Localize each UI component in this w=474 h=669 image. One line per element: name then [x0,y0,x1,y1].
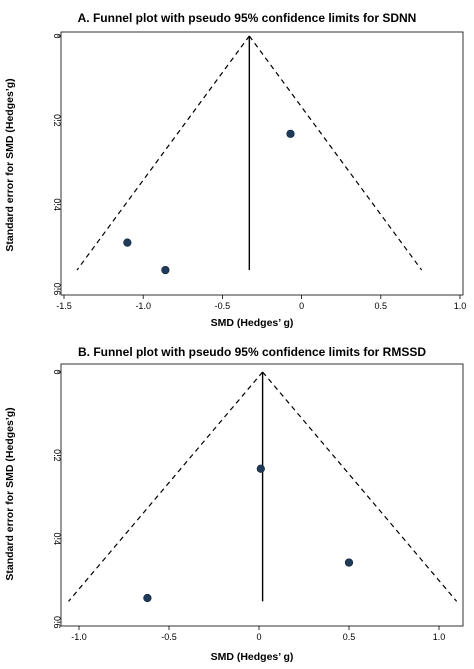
funnel-plot-sdnn-svg: A. Funnel plot with pseudo 95% confidenc… [4,11,467,329]
funnel-plot-sdnn: A. Funnel plot with pseudo 95% confidenc… [0,0,474,334]
x-tick-label: -1.0 [71,632,87,642]
plot-frame [60,363,464,627]
y-tick-label: 0.6 [52,283,62,296]
y-tick-label: 0.4 [52,198,62,211]
x-tick-label: 0 [299,301,304,311]
y-tick-label: 0.4 [52,533,62,546]
study-point [123,238,132,247]
y-tick-label: 0.6 [52,616,62,629]
y-tick-label: 0 [52,33,62,38]
chart-title: A. Funnel plot with pseudo 95% confidenc… [78,11,417,25]
x-tick-label: -1.5 [56,301,72,311]
study-point [256,464,265,473]
y-tick-label: 0 [52,369,62,374]
plot-area: -1.5 -1.0 -0.5 0 0.5 1.0 0 0.2 0.4 0.6 [52,31,467,311]
plot-area: -1.0 -0.5 0 0.5 1.0 0 0.2 0.4 0.6 [52,363,464,642]
chart-title: B. Funnel plot with pseudo 95% confidenc… [78,345,426,359]
x-tick-label: -1.0 [135,301,151,311]
study-point [286,129,295,138]
x-tick-label: 1.0 [454,301,467,311]
x-tick-label: 0.5 [343,632,356,642]
x-tick-label: 0 [256,632,261,642]
funnel-plot-rmssd: B. Funnel plot with pseudo 95% confidenc… [0,334,474,669]
y-axis-label: Standard error for SMD (Hedges’g) [4,78,16,251]
x-tick-label: 1.0 [433,632,446,642]
x-tick-label: -0.5 [215,301,231,311]
lower-confidence-limit [76,35,250,271]
plot-frame [60,31,464,296]
x-tick-label: 0.5 [375,301,388,311]
upper-confidence-limit [248,35,423,271]
y-axis-label: Standard error for SMD (Hedges’g) [4,407,16,580]
x-axis-label: SMD (Hedges’ g) [211,317,294,329]
lower-confidence-limit [68,371,264,602]
x-tick-label: -0.5 [161,632,177,642]
study-point [143,593,152,603]
y-tick-label: 0.2 [52,114,62,127]
study-point [161,265,170,275]
y-tick-label: 0.2 [52,449,62,462]
funnel-plot-rmssd-svg: B. Funnel plot with pseudo 95% confidenc… [4,345,464,663]
x-axis-label: SMD (Hedges’ g) [211,651,294,663]
study-point [344,558,354,567]
upper-confidence-limit [262,371,458,602]
